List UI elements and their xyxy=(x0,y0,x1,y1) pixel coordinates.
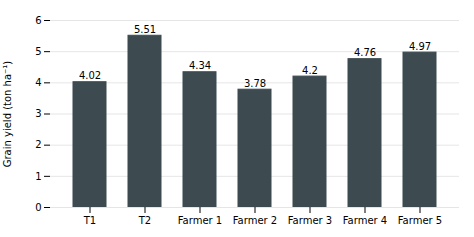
svg-text:Farmer 5: Farmer 5 xyxy=(398,215,442,226)
svg-text:6: 6 xyxy=(35,15,41,26)
svg-text:5: 5 xyxy=(35,46,41,57)
svg-text:0: 0 xyxy=(35,202,41,213)
svg-text:1: 1 xyxy=(35,171,41,182)
svg-text:T1: T1 xyxy=(83,215,96,226)
svg-text:Farmer 4: Farmer 4 xyxy=(343,215,387,226)
svg-text:Farmer 1: Farmer 1 xyxy=(178,215,222,226)
svg-text:3: 3 xyxy=(35,108,41,119)
svg-text:4: 4 xyxy=(35,77,41,88)
svg-text:3.78: 3.78 xyxy=(244,78,266,89)
svg-text:4.02: 4.02 xyxy=(79,70,101,81)
svg-text:Farmer 3: Farmer 3 xyxy=(288,215,332,226)
svg-text:Farmer 2: Farmer 2 xyxy=(233,215,277,226)
svg-text:4.34: 4.34 xyxy=(189,60,211,71)
svg-text:4.97: 4.97 xyxy=(409,41,431,52)
svg-text:Grain yield (ton ha⁻¹): Grain yield (ton ha⁻¹) xyxy=(2,61,13,168)
svg-text:4.76: 4.76 xyxy=(354,47,376,58)
svg-text:2: 2 xyxy=(35,139,41,150)
svg-text:4.2: 4.2 xyxy=(302,65,318,76)
svg-text:5.51: 5.51 xyxy=(134,24,156,35)
svg-text:T2: T2 xyxy=(138,215,151,226)
